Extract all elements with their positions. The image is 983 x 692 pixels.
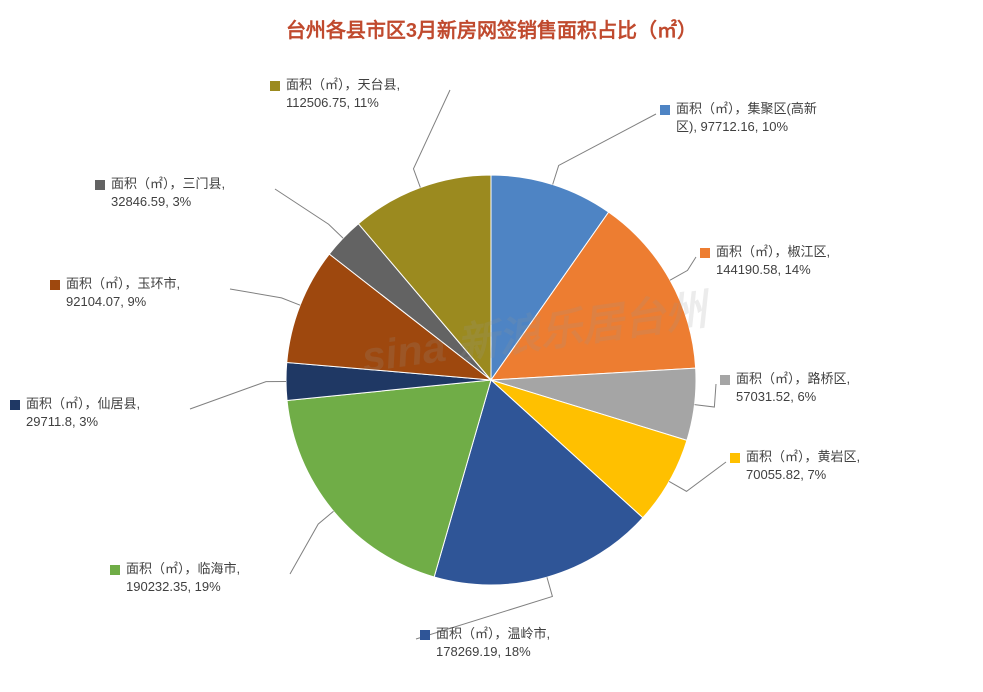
legend-swatch	[270, 81, 280, 91]
legend-swatch	[50, 280, 60, 290]
slice-label-line1: 面积（㎡），椒江区,	[716, 244, 830, 259]
slice-label-line2: 112506.75, 11%	[286, 95, 379, 110]
slice-label-line2: 92104.07, 9%	[66, 294, 146, 309]
slice-label: 面积（㎡），温岭市, 178269.19, 18%	[420, 625, 550, 660]
legend-swatch	[700, 248, 710, 258]
legend-swatch	[720, 375, 730, 385]
slice-label-line2: 区), 97712.16, 10%	[676, 119, 788, 134]
slice-label-line2: 29711.8, 3%	[26, 414, 98, 429]
legend-swatch	[730, 453, 740, 463]
legend-swatch	[95, 180, 105, 190]
leader-line	[669, 462, 726, 491]
slice-label-line2: 144190.58, 14%	[716, 262, 811, 277]
leader-line	[190, 381, 286, 409]
slice-label-line2: 178269.19, 18%	[436, 644, 531, 659]
leader-line	[230, 289, 300, 305]
slice-label: 面积（㎡），集聚区(高新区), 97712.16, 10%	[660, 100, 817, 135]
slice-label-line1: 面积（㎡），黄岩区,	[746, 449, 860, 464]
leader-line	[275, 189, 343, 238]
slice-label: 面积（㎡），椒江区, 144190.58, 14%	[700, 243, 830, 278]
slice-label-line2: 70055.82, 7%	[746, 467, 826, 482]
slice-label-line1: 面积（㎡），三门县,	[111, 176, 225, 191]
legend-swatch	[420, 630, 430, 640]
slice-label-line2: 57031.52, 6%	[736, 389, 816, 404]
slice-label: 面积（㎡），仙居县, 29711.8, 3%	[10, 395, 140, 430]
slice-label: 面积（㎡），黄岩区, 70055.82, 7%	[730, 448, 860, 483]
leader-line	[670, 257, 696, 280]
slice-label-line1: 面积（㎡），路桥区,	[736, 371, 850, 386]
slice-label-line1: 面积（㎡），临海市,	[126, 561, 240, 576]
slice-label-line1: 面积（㎡），集聚区(高新	[676, 101, 817, 116]
slice-label: 面积（㎡），天台县, 112506.75, 11%	[270, 76, 400, 111]
slice-label-line1: 面积（㎡），天台县,	[286, 77, 400, 92]
slice-label: 面积（㎡），临海市, 190232.35, 19%	[110, 560, 240, 595]
legend-swatch	[660, 105, 670, 115]
slice-label-line1: 面积（㎡），玉环市,	[66, 276, 180, 291]
slice-label: 面积（㎡），三门县, 32846.59, 3%	[95, 175, 225, 210]
slice-label: 面积（㎡），路桥区, 57031.52, 6%	[720, 370, 850, 405]
slice-label: 面积（㎡），玉环市, 92104.07, 9%	[50, 275, 180, 310]
legend-swatch	[110, 565, 120, 575]
chart-title: 台州各县市区3月新房网签销售面积占比（㎡）	[0, 14, 983, 43]
pie-chart-container: 台州各县市区3月新房网签销售面积占比（㎡） sina 新浪乐居台州 面积（㎡），…	[0, 0, 983, 687]
slice-label-line1: 面积（㎡），温岭市,	[436, 626, 550, 641]
leader-line	[695, 384, 716, 407]
slice-label-line2: 190232.35, 19%	[126, 579, 221, 594]
leader-line	[553, 114, 656, 184]
slice-label-line1: 面积（㎡），仙居县,	[26, 396, 140, 411]
slice-label-line2: 32846.59, 3%	[111, 194, 191, 209]
leader-line	[290, 511, 334, 574]
leader-line	[413, 90, 450, 188]
legend-swatch	[10, 400, 20, 410]
